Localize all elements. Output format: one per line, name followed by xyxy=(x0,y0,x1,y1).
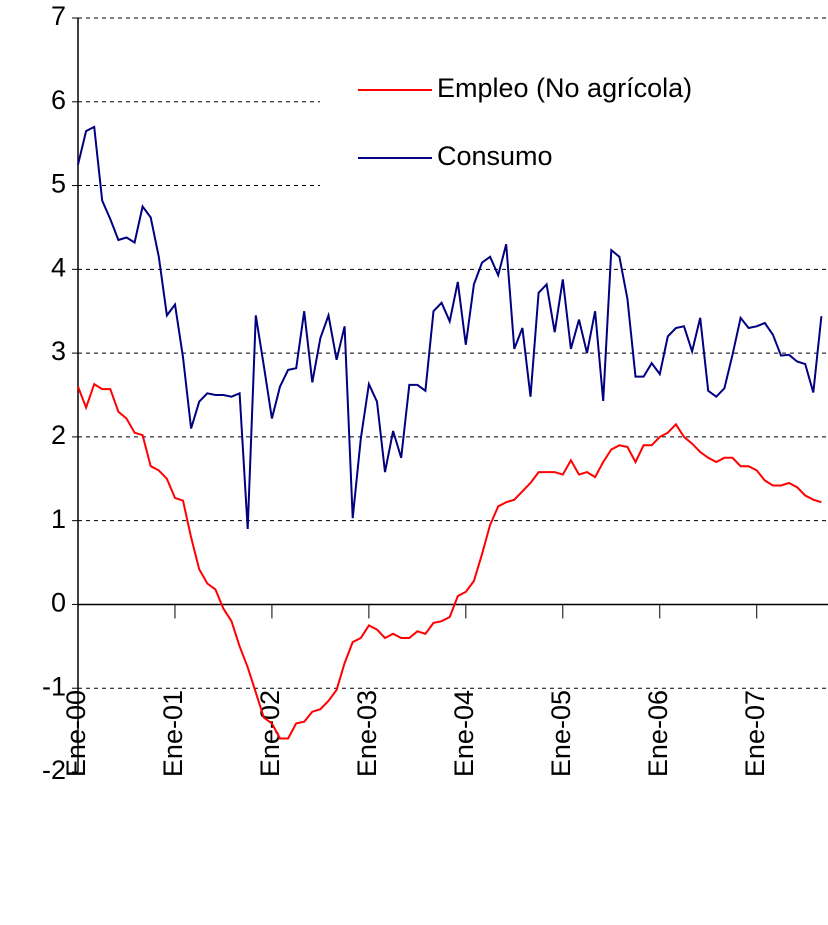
y-tick-label: -2 xyxy=(42,755,66,785)
y-tick-label: 4 xyxy=(51,252,66,282)
y-tick-label: 7 xyxy=(51,1,66,31)
x-tick-label: Ene-00 xyxy=(61,690,91,777)
y-tick-label: 5 xyxy=(51,169,66,199)
y-tick-label: 0 xyxy=(51,588,66,618)
x-tick-label: Ene-04 xyxy=(449,690,479,777)
legend-box xyxy=(320,55,828,195)
series-line xyxy=(77,382,822,740)
x-tick-label: Ene-03 xyxy=(352,690,382,777)
x-tick-label: Ene-05 xyxy=(546,690,576,777)
legend-label: Empleo (No agrícola) xyxy=(437,73,692,103)
x-tick-label: Ene-07 xyxy=(740,690,770,777)
legend-label: Consumo xyxy=(437,141,553,171)
series-line xyxy=(77,125,823,530)
x-tick-label: Ene-01 xyxy=(158,690,188,777)
x-tick-label: Ene-06 xyxy=(643,690,673,777)
y-tick-label: 6 xyxy=(51,85,66,115)
y-tick-label: 2 xyxy=(51,420,66,450)
y-tick-label: 3 xyxy=(51,336,66,366)
y-tick-label: 1 xyxy=(51,504,66,534)
y-tick-label: -1 xyxy=(42,671,66,701)
